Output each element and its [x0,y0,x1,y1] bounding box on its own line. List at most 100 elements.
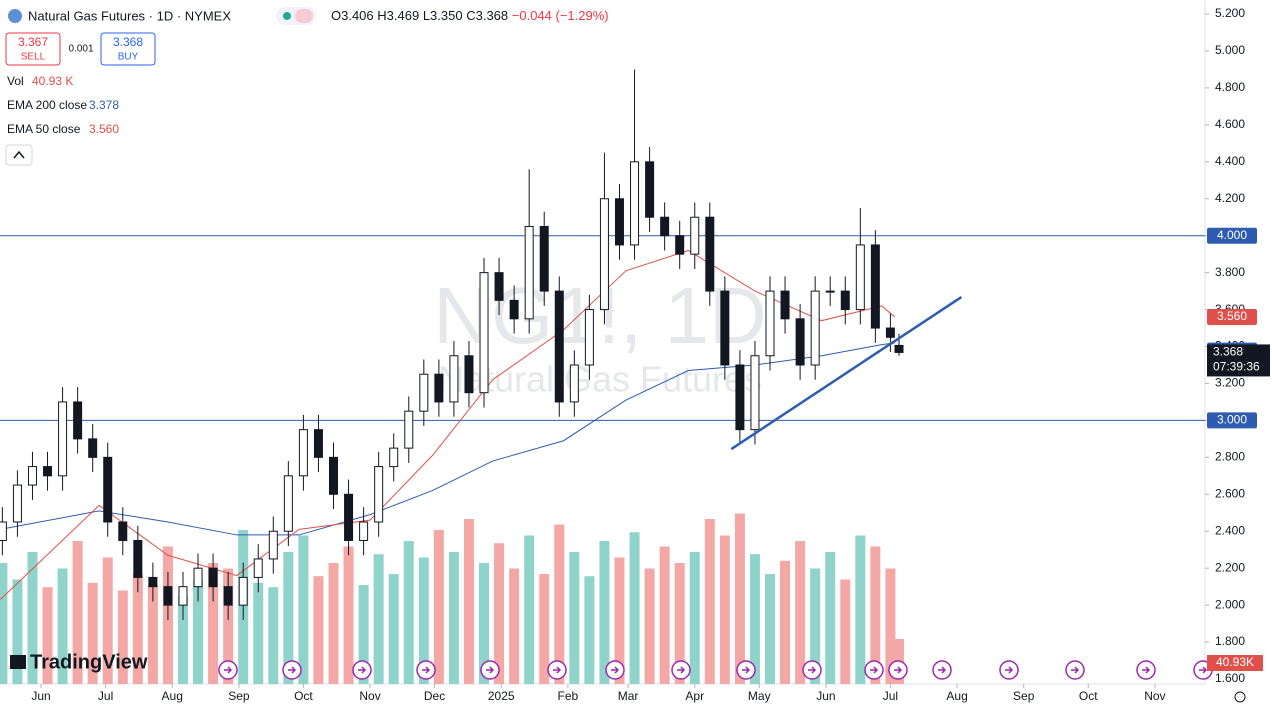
event-arrow [677,666,686,674]
candle-body [810,290,820,366]
buy-label: BUY [118,52,139,63]
volume-bar [749,554,760,684]
candle-body [524,225,534,320]
candle-body [870,244,880,329]
candle-body [118,521,128,541]
change: −0.044 (−1.29%) [512,8,609,23]
y-tick-label: 4.800 [1215,80,1245,94]
candle-body [88,438,98,458]
buy-button[interactable] [100,32,156,66]
candle-body [720,290,730,366]
candle-body [148,576,158,588]
event-arrow [870,666,879,674]
ohlc: O3.406 H3.469 L3.350 C3.368 −0.044 (−1.2… [331,8,609,23]
candle-body [494,272,504,301]
trendline [730,295,963,451]
volume-bar [825,552,836,684]
volume-bar [328,563,339,684]
x-tick-label: Nov [359,689,380,703]
status-dot [283,12,291,20]
candle-body [660,216,670,237]
volume-bar [719,535,730,684]
collapse-icon [13,150,25,159]
candle-body [389,447,399,468]
hline-label [1207,227,1257,244]
candle-body [223,586,233,606]
volume-bar [855,535,866,684]
y-tick-label: 4.600 [1215,117,1245,131]
volume-bar [313,576,324,684]
volume-bar [12,579,23,684]
volume-bar [72,541,83,684]
y-tick-label: 1.800 [1215,634,1245,648]
sell-button[interactable] [5,32,61,66]
volume-bar [102,557,113,684]
volume-bar [780,560,791,684]
volume-bar [584,576,595,684]
candle-body [464,355,474,394]
candle-body [569,364,579,403]
volume-bar [433,530,444,684]
candle-body [359,521,369,541]
candle-body [705,216,715,292]
volume-bar [795,541,806,684]
event-arrow [1199,666,1208,674]
candle-body [298,429,308,477]
volume-bar [223,568,234,684]
volume-bar [765,574,776,684]
x-tick-label: Apr [685,689,704,703]
y-tick-label: 4.400 [1215,154,1245,168]
legend-ema50-value: 3.560 [89,122,119,136]
y-tick-label: 4.200 [1215,191,1245,205]
candle-body [780,290,790,320]
candle-body [178,586,188,606]
volume-bar [448,552,459,684]
candle-body [479,272,489,394]
candle-body [795,318,805,366]
candle-body [133,539,143,578]
volume-bar [132,574,143,684]
ema-label-text: 3.560 [1217,309,1247,323]
x-tick-label: Aug [946,689,967,703]
y-tick-label: 1.600 [1215,671,1245,685]
event-arrow [288,666,297,674]
volume-bar [418,557,429,684]
candle-body [434,373,444,403]
candle-body [885,327,895,338]
event-arrow [1005,666,1014,674]
candle-body [690,216,700,255]
candle-body [614,198,624,246]
candle-body [163,586,173,606]
volume-bar [554,524,565,684]
x-tick-label: Jul [98,689,113,703]
candle-body [253,558,263,578]
volume-bar [57,568,68,684]
y-tick-label: 2.000 [1215,597,1245,611]
collapse-button[interactable] [5,144,33,166]
volume-bar [388,574,399,684]
candle-body [449,355,459,403]
volume-bar [494,543,505,684]
event-arrow [224,666,233,674]
legend-ema200: EMA 200 close [7,98,87,112]
x-tick-label: Mar [618,689,639,703]
y-tick-label: 2.800 [1215,450,1245,464]
volume-bar [268,587,279,684]
settings-icon [1234,691,1246,703]
hline-label-text: 4.000 [1217,228,1247,242]
candle-body [0,521,7,541]
event-arrow [894,666,903,674]
candle-body [73,401,83,440]
volume-bar [524,535,535,684]
candle-body [735,364,745,431]
candle-body [344,493,354,541]
candle-body [630,161,640,246]
volume-bar [840,579,851,684]
y-tick-label: 2.200 [1215,560,1245,574]
volume-bar [629,532,640,684]
volume-label-text: 40.93K [1216,655,1254,669]
candle-body [840,290,850,311]
candle-body [404,410,414,449]
legend-ema50: EMA 50 close [7,122,81,136]
logo: TradingView [30,651,148,673]
